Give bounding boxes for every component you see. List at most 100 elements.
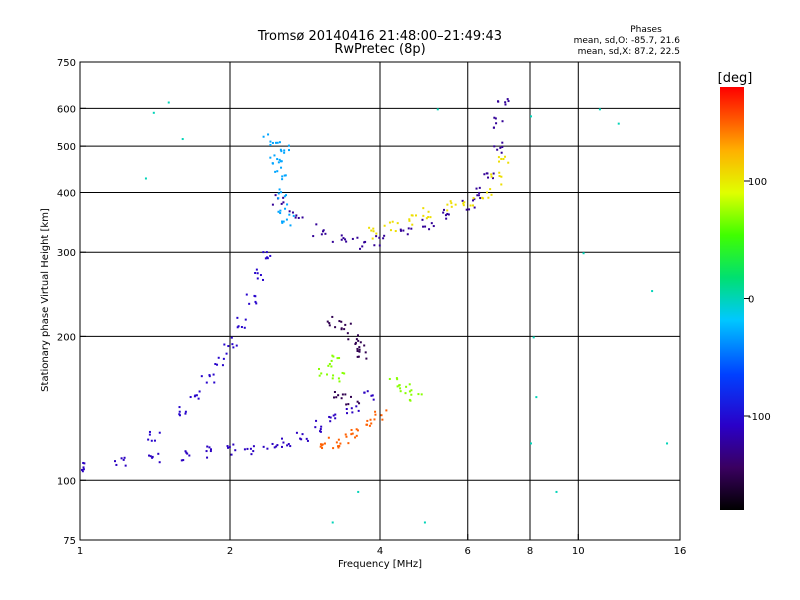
- data-point: [319, 445, 322, 448]
- data-point: [197, 397, 200, 400]
- data-point: [351, 432, 354, 435]
- data-point: [427, 216, 430, 219]
- data-point: [350, 433, 353, 436]
- data-point: [320, 425, 323, 428]
- data-point: [301, 433, 304, 436]
- data-point: [495, 122, 498, 125]
- data-point: [501, 146, 504, 149]
- data-point: [358, 346, 361, 349]
- data-point: [396, 385, 399, 388]
- data-point: [322, 229, 325, 232]
- data-point: [666, 442, 669, 445]
- phases-legend-o: mean, sd,O: -85.7, 21.6: [574, 36, 681, 46]
- data-point: [256, 277, 259, 280]
- data-point: [471, 204, 474, 207]
- data-point: [282, 441, 285, 444]
- data-point: [406, 233, 409, 236]
- data-point: [411, 214, 414, 217]
- x-tick-label: 10: [572, 546, 585, 557]
- data-point: [243, 448, 246, 451]
- data-point: [206, 456, 209, 459]
- data-point: [395, 377, 398, 380]
- data-point: [269, 143, 272, 146]
- data-point: [222, 357, 225, 360]
- data-point: [282, 220, 285, 223]
- data-point: [319, 428, 322, 431]
- colorbar-tick-label: 0: [748, 295, 754, 306]
- data-point: [148, 433, 151, 436]
- data-point: [278, 141, 281, 144]
- data-point: [555, 490, 558, 493]
- data-point: [332, 374, 335, 377]
- data-point: [274, 141, 277, 144]
- data-point: [339, 442, 342, 445]
- data-point: [328, 322, 331, 325]
- data-point: [274, 170, 277, 173]
- y-tick-label: 75: [63, 536, 76, 547]
- data-point: [359, 341, 362, 344]
- data-point: [226, 445, 229, 448]
- data-point: [319, 430, 322, 433]
- data-point: [225, 352, 228, 355]
- data-point: [278, 188, 281, 191]
- data-point: [277, 210, 280, 213]
- data-point: [388, 377, 391, 380]
- data-point: [500, 183, 503, 186]
- data-point: [333, 396, 336, 399]
- data-point: [427, 210, 430, 213]
- data-point: [485, 172, 488, 175]
- data-point: [366, 419, 369, 422]
- data-point: [266, 447, 269, 450]
- data-point: [405, 385, 408, 388]
- data-point: [279, 209, 282, 212]
- data-point: [273, 154, 276, 157]
- data-point: [216, 363, 219, 366]
- data-point: [345, 435, 348, 438]
- data-point: [281, 437, 284, 440]
- data-point: [178, 410, 181, 413]
- data-point: [252, 450, 255, 453]
- data-point: [158, 461, 161, 464]
- data-point: [256, 272, 259, 275]
- data-point: [198, 390, 201, 393]
- y-tick-label: 500: [57, 142, 76, 153]
- data-point: [320, 372, 323, 375]
- x-tick-label: 16: [674, 546, 687, 557]
- y-axis-label: Stationary phase Virtual Height [km]: [40, 208, 51, 392]
- data-point: [167, 101, 170, 104]
- data-point: [430, 222, 433, 225]
- data-point: [252, 445, 255, 448]
- data-point: [318, 374, 321, 377]
- data-point: [489, 188, 492, 191]
- data-point: [355, 405, 358, 408]
- y-tick-label: 100: [57, 476, 76, 487]
- data-point: [356, 355, 359, 358]
- data-point: [275, 445, 278, 448]
- data-point: [283, 195, 286, 198]
- data-point: [114, 460, 117, 463]
- data-point: [366, 423, 369, 426]
- data-point: [354, 436, 357, 439]
- data-point: [355, 428, 358, 431]
- data-point: [446, 212, 449, 215]
- data-point: [276, 158, 279, 161]
- data-point: [295, 214, 298, 217]
- data-point: [115, 463, 118, 466]
- data-point: [284, 174, 287, 177]
- data-point: [492, 126, 495, 129]
- data-point: [217, 356, 220, 359]
- data-point: [334, 413, 337, 416]
- data-point: [340, 320, 343, 323]
- data-point: [259, 274, 262, 277]
- data-point: [338, 445, 341, 448]
- data-point: [359, 247, 362, 250]
- data-point: [417, 393, 420, 396]
- y-tick-label: 750: [57, 58, 76, 69]
- data-point: [421, 218, 424, 221]
- data-point: [279, 160, 282, 163]
- x-tick-label: 4: [377, 546, 383, 557]
- data-point: [82, 466, 85, 469]
- data-point: [415, 214, 418, 217]
- data-point: [295, 431, 298, 434]
- data-point: [144, 177, 147, 180]
